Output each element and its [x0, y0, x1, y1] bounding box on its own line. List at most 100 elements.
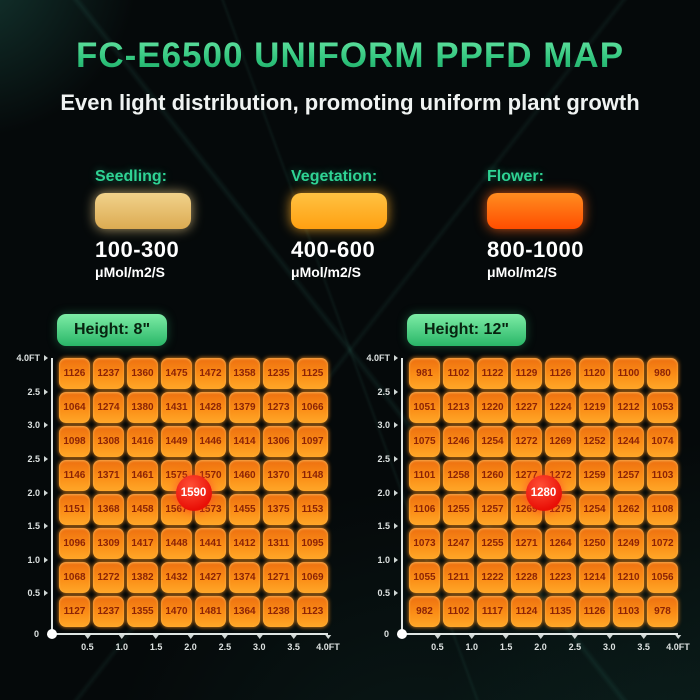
ppfd-cell: 1102 [443, 358, 474, 389]
ppfd-cell: 1095 [297, 528, 328, 559]
ppfd-cell: 1355 [127, 596, 158, 627]
ppfd-chart-height-8in: Height: 8" 4.0FT 2.5 3.0 2.5 2.0 1.5 1.0 0.5 0 1… [15, 314, 340, 652]
y-axis-tick-arrow-icon [394, 355, 398, 361]
ppfd-cell: 1262 [613, 494, 644, 525]
ppfd-cell: 1272 [511, 426, 542, 457]
ppfd-cell: 1153 [297, 494, 328, 525]
x-axis-labels: 0.5 1.0 1.5 2.0 2.5 3.0 3.5 4.0FT [53, 633, 340, 657]
ppfd-cell: 1432 [161, 562, 192, 593]
ppfd-cell: 1053 [647, 392, 678, 423]
y-axis-tick-arrow-icon [394, 388, 398, 395]
ppfd-cell: 1244 [613, 426, 644, 457]
ppfd-cell: 1068 [59, 562, 90, 593]
ppfd-cell: 1481 [195, 596, 226, 627]
ppfd-cell: 1237 [93, 596, 124, 627]
ppfd-cell: 1272 [93, 562, 124, 593]
y-axis-labels: 4.0FT 2.5 3.0 2.5 2.0 1.5 1.0 0.5 0 [365, 353, 401, 639]
ppfd-cell: 1446 [195, 426, 226, 457]
ppfd-cell: 1073 [409, 528, 440, 559]
ppfd-cell: 1237 [93, 358, 124, 389]
y-axis-tick-label: 4.0FT [366, 353, 390, 363]
y-axis-tick-label: 2.0 [27, 487, 40, 498]
ppfd-cell: 1102 [443, 596, 474, 627]
ppfd-cell: 1428 [195, 392, 226, 423]
ppfd-cell: 1069 [297, 562, 328, 593]
x-axis-tick-arrow-icon [187, 635, 194, 639]
ppfd-cell: 1106 [409, 494, 440, 525]
ppfd-cell: 1117 [477, 596, 508, 627]
ppfd-cell: 1412 [229, 528, 260, 559]
x-axis-tick-label: 2.5 [569, 635, 581, 652]
ppfd-cell: 1460 [229, 460, 260, 491]
x-axis-tick-arrow-icon [324, 635, 331, 639]
ppfd-cell: 1255 [443, 494, 474, 525]
ppfd-cell: 1126 [59, 358, 90, 389]
x-axis-tick-label: 3.5 [287, 635, 300, 652]
plot-12in: 4.0FT 2.5 3.0 2.5 2.0 1.5 1.0 0.5 0 1280 981 1102… [365, 353, 689, 652]
y-axis-tick-arrow-icon [394, 422, 398, 429]
ppfd-cell: 1129 [511, 358, 542, 389]
ppfd-cell: 1458 [127, 494, 158, 525]
x-axis-tick-label: 2.0 [534, 635, 547, 652]
page-title: FC-E6500 UNIFORM PPFD MAP [0, 36, 700, 76]
x-axis-tick-label: 1.0 [465, 635, 478, 652]
ppfd-cell: 1238 [263, 596, 294, 627]
x-axis-tick-arrow-icon [153, 635, 160, 639]
ppfd-cell: 1074 [647, 426, 678, 457]
origin-dot [397, 629, 407, 639]
ppfd-cell: 1122 [477, 358, 508, 389]
ppfd-cell: 1257 [477, 494, 508, 525]
x-axis-tick-arrow-icon [503, 635, 510, 639]
ppfd-cell: 1123 [297, 596, 328, 627]
ppfd-cell: 1214 [579, 562, 610, 593]
y-axis-tick-arrow-icon [394, 455, 398, 462]
y-axis-tick-arrow-icon [44, 489, 48, 496]
ppfd-cell: 980 [647, 358, 678, 389]
y-axis-tick-label: 4.0FT [16, 353, 40, 363]
ppfd-cell: 1072 [647, 528, 678, 559]
legend-item-flower: Flower: 800-1000 μMol/m2/S [487, 168, 605, 280]
ppfd-cell: 1309 [93, 528, 124, 559]
y-axis-tick-arrow-icon [44, 422, 48, 429]
ppfd-cell: 1124 [511, 596, 542, 627]
flower-unit: μMol/m2/S [487, 264, 558, 280]
ppfd-cell: 1135 [545, 596, 576, 627]
x-axis-tick-label: 3.0 [603, 635, 616, 652]
y-axis-tick-label: 3.0 [377, 420, 390, 431]
ppfd-grid: 1590 1126 1237 1360 1475 1472 1358 1235 1125 106… [59, 358, 328, 627]
x-axis-tick-label: 4.0FT [316, 635, 340, 652]
y-axis-tick-arrow-icon [44, 523, 48, 530]
seedling-color-swatch [95, 193, 191, 229]
y-axis-tick-label: 2.5 [27, 453, 40, 464]
x-axis-tick-label: 1.5 [150, 635, 162, 652]
y-axis-tick-arrow-icon [394, 523, 398, 530]
y-axis-tick-arrow-icon [44, 388, 48, 395]
ppfd-cell: 1427 [195, 562, 226, 593]
x-axis-tick-arrow-icon [537, 635, 544, 639]
ppfd-cell: 1100 [613, 358, 644, 389]
y-axis-tick-label: 2.0 [377, 487, 390, 498]
ppfd-cell: 1219 [579, 392, 610, 423]
x-axis-tick-arrow-icon [640, 635, 647, 639]
y-axis-tick-label: 0.5 [27, 588, 40, 599]
ppfd-cell: 1126 [545, 358, 576, 389]
plot-8in: 4.0FT 2.5 3.0 2.5 2.0 1.5 1.0 0.5 0 1590 1126 123… [15, 353, 339, 652]
ppfd-cell: 1227 [511, 392, 542, 423]
x-axis-tick-label: 2.5 [219, 635, 231, 652]
legend: Seedling: 100-300 μMol/m2/S Vegetation: … [0, 168, 700, 280]
x-axis-tick-arrow-icon [571, 635, 578, 639]
ppfd-cell: 1375 [263, 494, 294, 525]
x-axis-tick-arrow-icon [674, 635, 681, 639]
ppfd-cell: 1126 [579, 596, 610, 627]
vegetation-color-swatch [291, 193, 387, 229]
ppfd-cell: 1127 [59, 596, 90, 627]
y-axis-tick-label: 3.0 [27, 420, 40, 431]
ppfd-cell: 1382 [127, 562, 158, 593]
y-axis-tick-label: 1.0 [377, 554, 390, 565]
ppfd-cell: 1470 [161, 596, 192, 627]
ppfd-cell: 1370 [263, 460, 294, 491]
y-axis-tick-label: 2.5 [377, 453, 390, 464]
flower-range: 800-1000 [487, 237, 584, 262]
ppfd-cell: 1222 [477, 562, 508, 593]
ppfd-cell: 1066 [297, 392, 328, 423]
